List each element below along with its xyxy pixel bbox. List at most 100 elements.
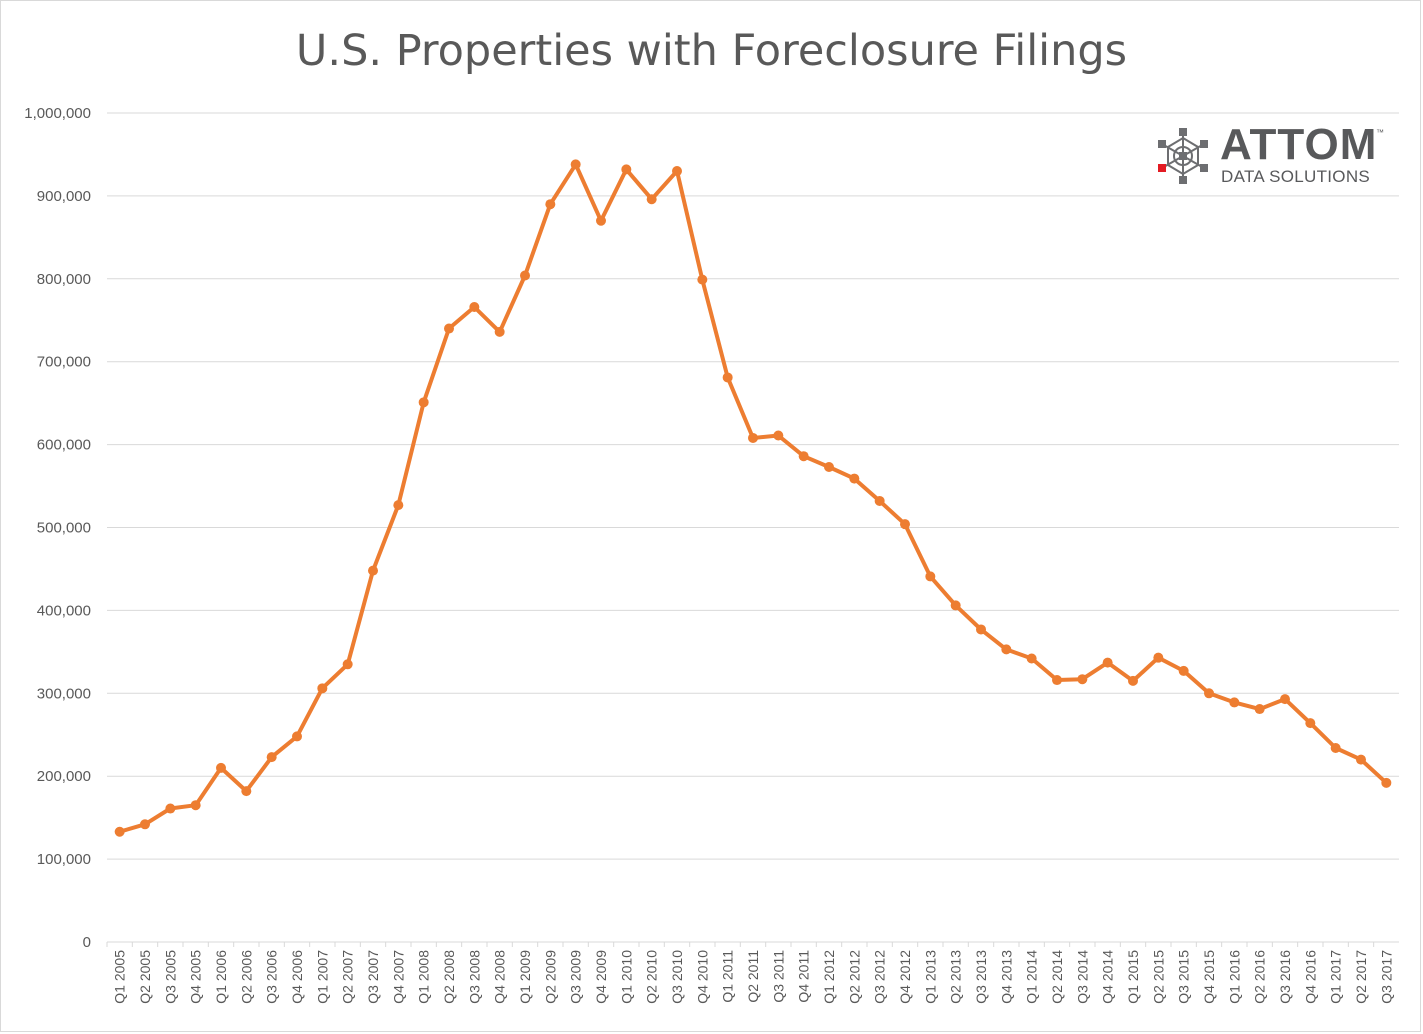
data-point — [368, 565, 378, 576]
data-point — [1229, 697, 1240, 708]
x-tick-label: Q1 2017 — [1328, 950, 1344, 1004]
x-tick-label: Q1 2006 — [213, 950, 229, 1004]
x-tick-label: Q1 2009 — [517, 950, 533, 1004]
y-tick-label: 1,000,000 — [24, 105, 91, 122]
x-tick-label: Q4 2013 — [998, 950, 1014, 1004]
x-tick-label: Q3 2007 — [365, 950, 381, 1004]
x-tick-label: Q4 2011 — [796, 950, 812, 1003]
x-tick-label: Q3 2005 — [162, 950, 178, 1004]
data-point — [722, 372, 733, 383]
x-tick-label: Q1 2010 — [618, 950, 634, 1004]
logo-subtitle: DATA SOLUTIONS — [1221, 167, 1371, 186]
data-point — [292, 731, 302, 742]
x-tick-label: Q3 2009 — [568, 950, 584, 1004]
x-tick-label: Q3 2013 — [973, 950, 989, 1004]
y-tick-label: 900,000 — [37, 188, 91, 205]
x-tick-label: Q2 2008 — [441, 950, 457, 1004]
x-tick-label: Q1 2016 — [1226, 950, 1242, 1004]
chart-title: U.S. Properties with Foreclosure Filings — [295, 26, 1128, 76]
x-tick-label: Q2 2014 — [1049, 950, 1065, 1004]
data-point — [1128, 675, 1138, 686]
y-tick-label: 800,000 — [37, 271, 91, 288]
data-point — [1026, 653, 1037, 664]
atom-network-icon — [1158, 128, 1208, 184]
x-tick-label: Q3 2012 — [872, 950, 888, 1004]
data-point — [925, 571, 936, 582]
logo-trademark: ™ — [1376, 128, 1384, 137]
x-tick-label: Q1 2005 — [112, 950, 128, 1004]
data-point — [494, 326, 505, 337]
data-point — [1077, 674, 1088, 685]
data-point — [545, 199, 556, 210]
data-point — [1381, 777, 1392, 788]
x-tick-label: Q1 2012 — [821, 950, 837, 1004]
x-tick-label: Q2 2006 — [238, 950, 254, 1004]
x-tick-label: Q4 2016 — [1302, 950, 1318, 1004]
data-point — [342, 659, 353, 670]
x-tick-label: Q3 2015 — [1176, 950, 1192, 1004]
data-point — [672, 166, 682, 177]
x-tick-label: Q3 2017 — [1378, 950, 1394, 1004]
data-point — [1001, 644, 1012, 655]
data-point — [469, 301, 480, 312]
x-tick-label: Q2 2016 — [1252, 950, 1268, 1004]
data-point — [1204, 688, 1214, 699]
data-point — [697, 274, 708, 285]
x-tick-label: Q1 2014 — [1024, 950, 1040, 1004]
series-points — [114, 159, 1392, 837]
y-axis-tick-labels: 0 100,000 200,000 300,000 400,000 500,000 600,… — [24, 105, 91, 951]
x-tick-label: Q4 2005 — [188, 950, 204, 1004]
data-point — [1052, 675, 1062, 686]
x-tick-label: Q1 2007 — [314, 950, 330, 1004]
x-tick-label: Q1 2015 — [1125, 950, 1141, 1004]
data-point — [1178, 665, 1189, 676]
data-point — [165, 803, 176, 814]
x-tick-label: Q4 2006 — [289, 950, 305, 1004]
x-tick-label: Q2 2013 — [948, 950, 964, 1004]
x-tick-label: Q2 2007 — [340, 950, 356, 1004]
data-point — [1305, 718, 1316, 729]
x-tick-label: Q2 2011 — [745, 950, 761, 1003]
x-tick-label: Q1 2008 — [416, 950, 432, 1004]
series-line-layer — [117, 162, 1389, 834]
data-point — [444, 323, 454, 334]
data-point — [773, 430, 784, 441]
data-point — [266, 752, 277, 763]
data-point — [570, 159, 581, 170]
x-tick-label: Q3 2016 — [1277, 950, 1293, 1004]
y-tick-label: 600,000 — [37, 437, 91, 454]
x-tick-label: Q2 2009 — [542, 950, 558, 1004]
attom-logo: ATTOM ™ DATA SOLUTIONS — [1158, 120, 1390, 186]
x-tick-label: Q4 2007 — [390, 950, 406, 1004]
y-tick-label: 300,000 — [37, 685, 91, 702]
x-tick-label: Q2 2017 — [1353, 950, 1369, 1004]
y-tick-label: 200,000 — [37, 768, 91, 785]
data-point — [1356, 754, 1366, 765]
data-point — [1280, 694, 1290, 705]
data-point — [900, 519, 910, 530]
data-point — [393, 500, 404, 511]
x-tick-label: Q1 2011 — [720, 950, 736, 1003]
x-tick-label: Q3 2008 — [466, 950, 482, 1004]
data-point — [874, 495, 885, 506]
x-tick-label: Q3 2010 — [669, 950, 685, 1004]
x-tick-label: Q2 2005 — [137, 950, 153, 1004]
data-point — [950, 600, 961, 611]
data-point — [976, 624, 986, 635]
data-point — [748, 432, 758, 443]
x-tick-label: Q2 2012 — [846, 950, 862, 1004]
y-tick-label: 100,000 — [37, 851, 91, 868]
logo-wordmark: ATTOM — [1220, 120, 1378, 169]
x-tick-label: Q4 2012 — [897, 950, 913, 1004]
gridlines — [107, 112, 1399, 943]
data-point — [1330, 743, 1341, 754]
x-tick-label: Q2 2010 — [644, 950, 660, 1004]
data-point — [849, 473, 860, 484]
data-point — [114, 826, 125, 837]
x-tick-label: Q4 2010 — [694, 950, 710, 1004]
x-tick-label: Q3 2006 — [264, 950, 280, 1004]
x-tick-label: Q3 2011 — [770, 950, 786, 1003]
x-tick-label: Q4 2014 — [1100, 950, 1116, 1004]
